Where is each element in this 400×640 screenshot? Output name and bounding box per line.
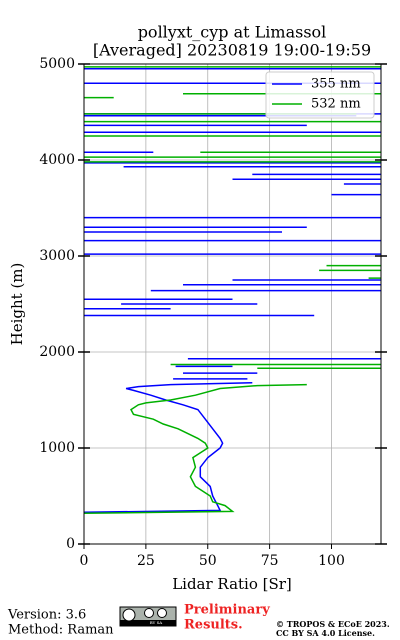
y-tick-label: 4000: [39, 152, 75, 168]
y-tick-label: 3000: [39, 248, 75, 264]
copyright: CC BY SA 4.0 License.: [276, 628, 375, 638]
x-tick-label: 0: [80, 553, 89, 569]
legend-label: 355 nm: [311, 77, 361, 92]
preliminary: Results.: [184, 618, 243, 633]
copyright: © TROPOS & ECoE 2023.: [276, 619, 390, 629]
chart-title: pollyxt_cyp at Limassol: [138, 23, 327, 42]
y-tick-label: 2000: [39, 344, 75, 360]
y-tick-label: 0: [66, 536, 75, 552]
x-tick-label: 50: [199, 553, 217, 569]
x-tick-label: 25: [137, 553, 155, 569]
preliminary: Preliminary: [184, 603, 270, 618]
method: Method: Raman: [8, 623, 114, 638]
badge-text: BY SA: [150, 620, 163, 625]
license-badge: BY SA: [119, 606, 177, 627]
x-axis-label: Lidar Ratio [Sr]: [172, 575, 292, 593]
legend: 355 nm 532 nm: [265, 71, 375, 119]
y-axis-label: Height (m): [8, 263, 26, 346]
y-tick-label: 1000: [39, 440, 75, 456]
x-tick-label: 100: [318, 553, 345, 569]
chart-subtitle: [Averaged] 20230819 19:00-19:59: [93, 41, 371, 60]
x-tick-label: 75: [261, 553, 279, 569]
profile-line: [84, 68, 381, 514]
plot-frame: [83, 63, 382, 545]
version: Version: 3.6: [7, 608, 86, 623]
y-tick-label: 5000: [39, 56, 75, 72]
legend-label: 532 nm: [311, 97, 361, 112]
plot-lines: [84, 66, 381, 515]
